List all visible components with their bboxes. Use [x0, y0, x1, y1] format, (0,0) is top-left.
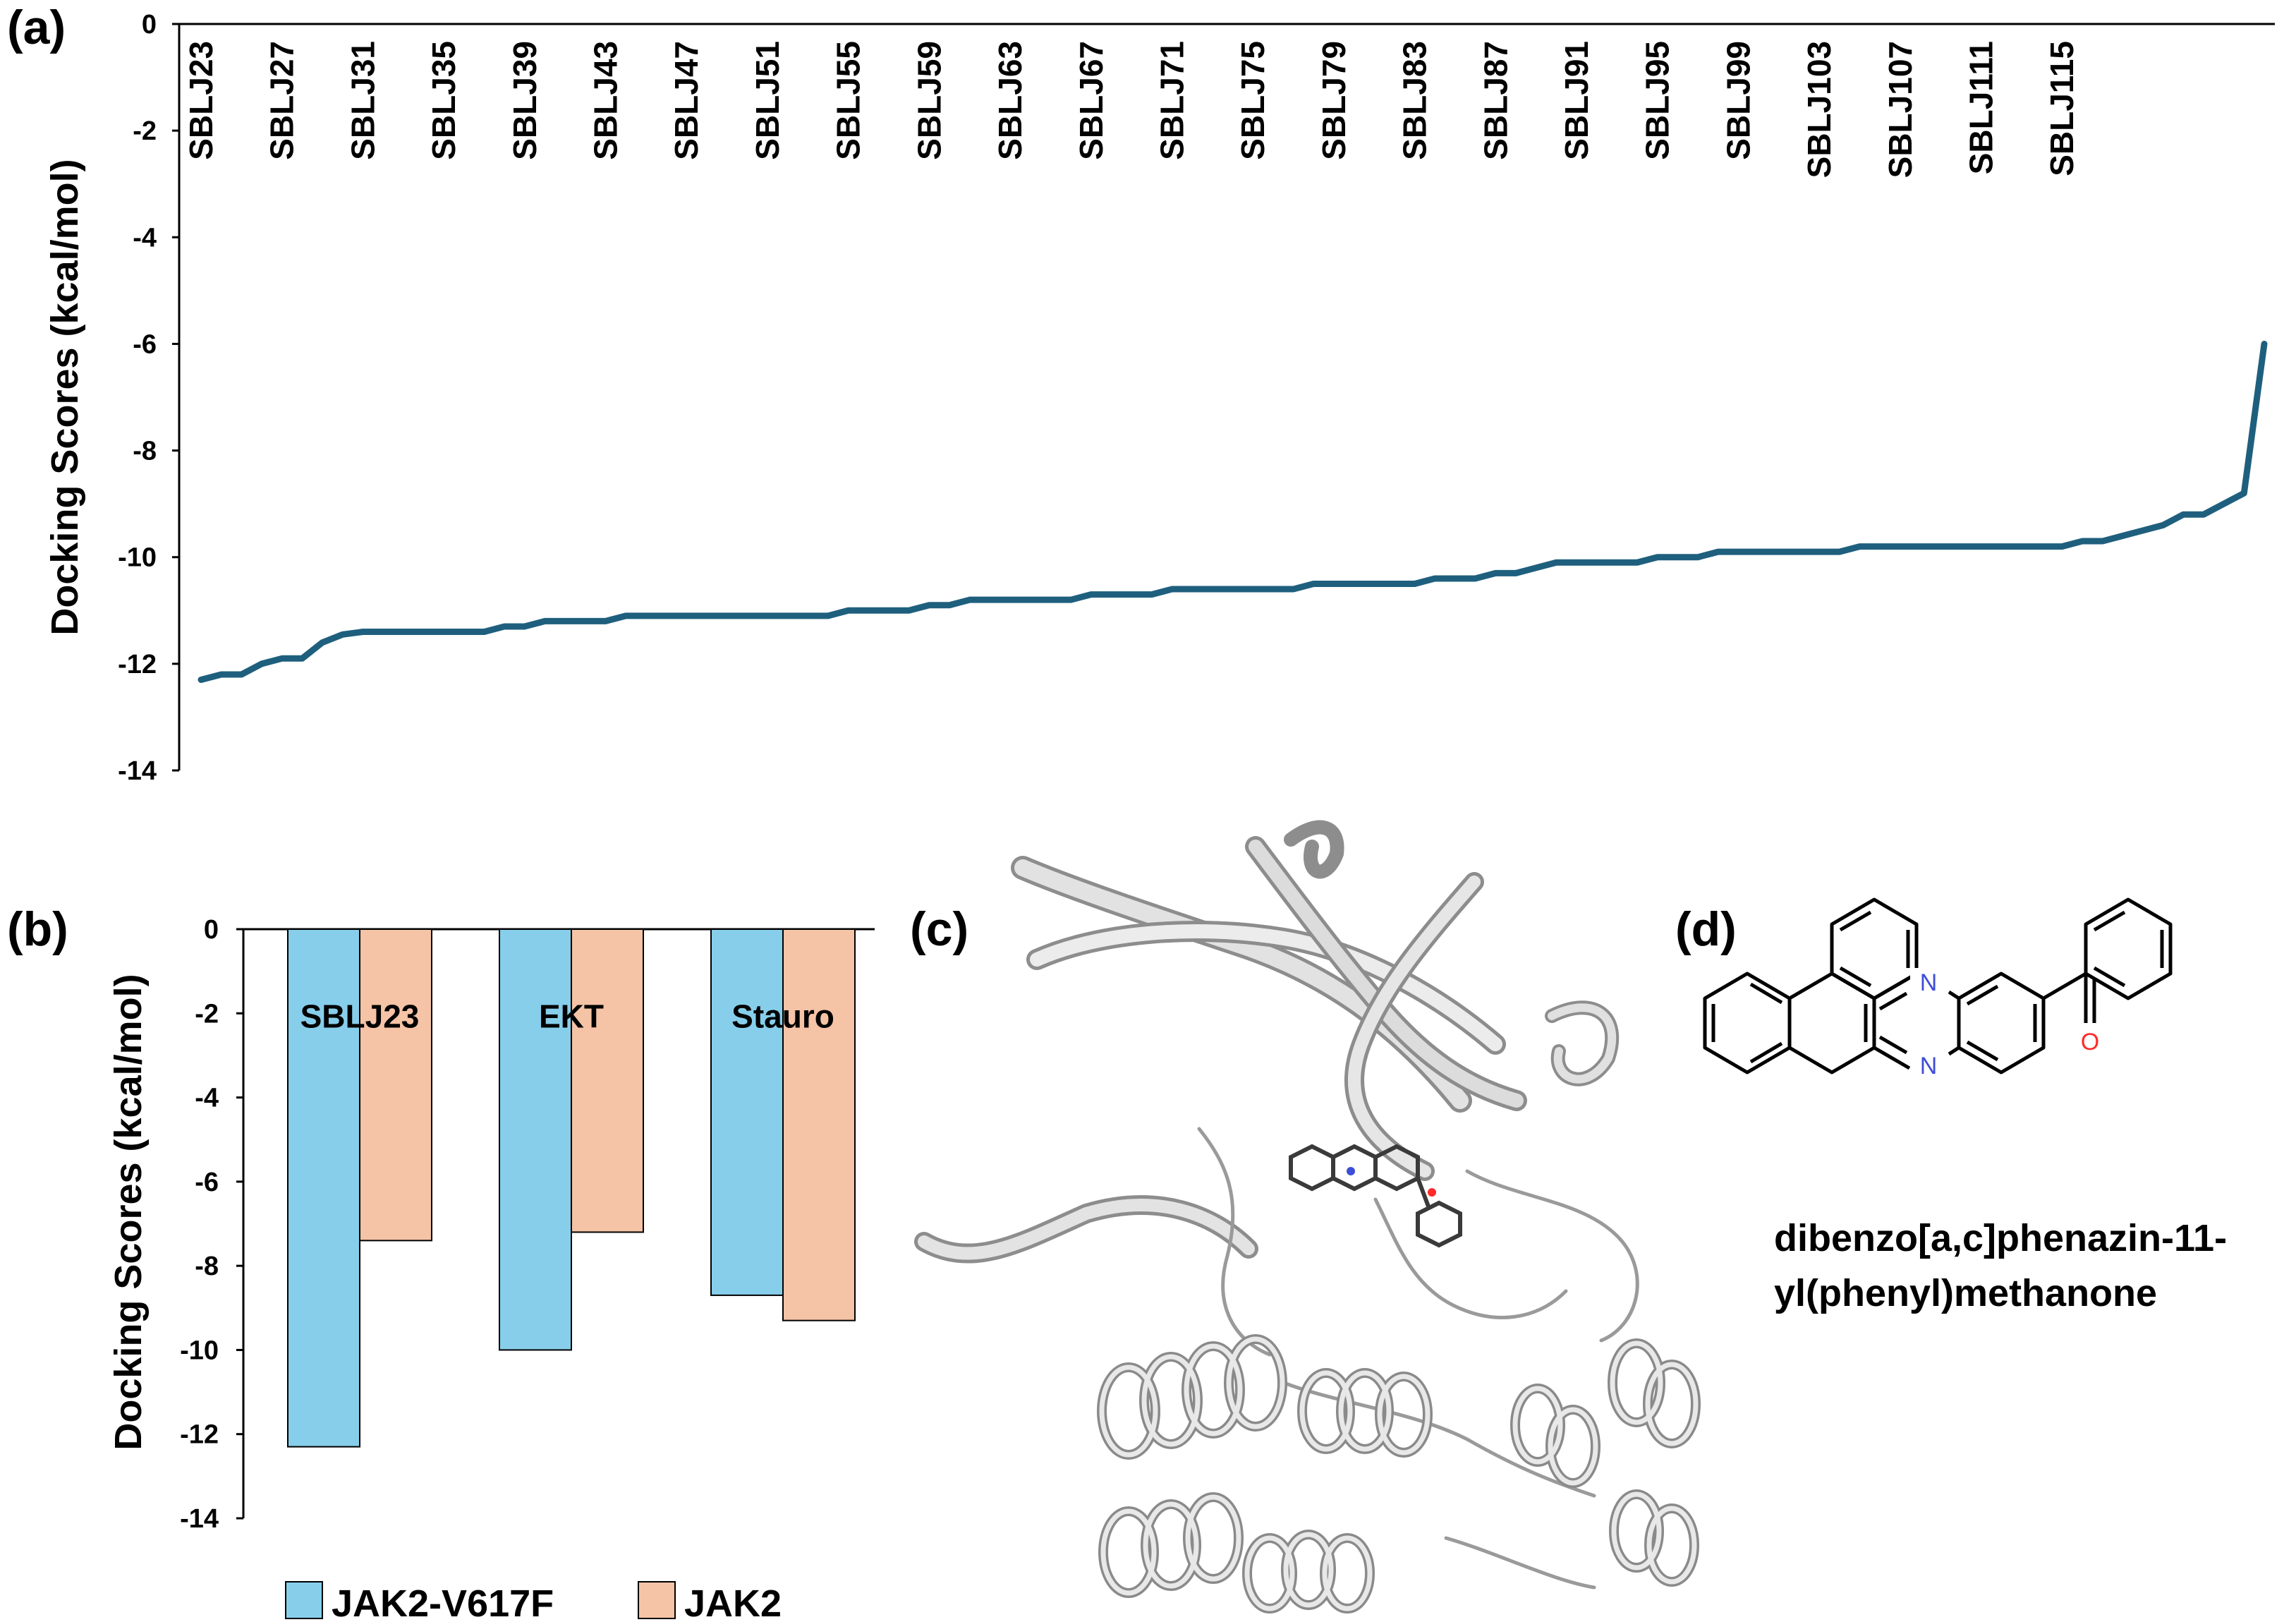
panel-b-bar-chart: (b) 0 -2 -4 -6 -8 -10 -12 -14 SBLJ23 EKT Stauro D… — [7, 902, 875, 1622]
bar-jak2-v617f-ekt — [499, 928, 572, 1351]
bar-jak2-ekt — [571, 928, 644, 1233]
panel-b-category-labels: SBLJ23 EKT Stauro — [300, 998, 834, 1034]
panel-a-x-tick-label: SBLJ79 — [1316, 41, 1352, 160]
panel-b-y-tick-label: -6 — [195, 1168, 219, 1197]
panel-a-y-tick-label: -6 — [133, 329, 157, 359]
panel-a-x-tick-label: SBLJ43 — [588, 41, 624, 160]
atom-label-n1: N — [1920, 969, 1938, 996]
compound-name-line-2: yl(phenyl)methanone — [1774, 1272, 2157, 1314]
panel-a-x-tick-label: SBLJ55 — [830, 41, 867, 160]
panel-a-x-tick-label: SBLJ23 — [183, 41, 219, 160]
panel-b-y-tick-label: 0 — [204, 915, 219, 945]
panel-b-y-tick-label: -4 — [195, 1084, 219, 1113]
panel-a-y-tick-label: -10 — [118, 543, 157, 573]
panel-a-x-tick-label: SBLJ31 — [344, 41, 381, 160]
panel-d-label: (d) — [1675, 902, 1737, 956]
panel-a-y-ticks: 0 -2 -4 -6 -8 -10 -12 -14 — [118, 10, 179, 786]
panel-a-x-tick-label: SBLJ67 — [1073, 41, 1110, 160]
molecule-skeleton — [1703, 897, 2173, 1075]
panel-b-y-tick-label: -14 — [180, 1504, 219, 1534]
panel-b-legend: JAK2-V617F JAK2 — [285, 1581, 782, 1622]
panel-d-chemical-structure: (d) — [1675, 897, 2227, 1314]
panel-a-y-tick-label: -8 — [133, 437, 157, 466]
panel-a-x-tick-label: SBLJ107 — [1882, 41, 1919, 178]
panel-a-x-tick-label: SBLJ59 — [911, 41, 947, 160]
legend-swatch-jak2-v617f — [285, 1581, 323, 1619]
panel-b-label: (b) — [7, 902, 68, 956]
bar-jak2-sblj23 — [359, 928, 432, 1242]
panel-a-x-tick-label: SBLJ91 — [1558, 41, 1595, 160]
panel-a-y-tick-label: -2 — [133, 116, 157, 146]
bound-ligand-image — [1289, 1144, 1462, 1248]
panel-b-category-label: SBLJ23 — [300, 998, 420, 1034]
panel-a-x-tick-label: SBLJ111 — [1963, 41, 2000, 174]
panel-b-y-tick-label: -2 — [195, 999, 219, 1029]
n2-mask — [1910, 1051, 1947, 1081]
panel-b-y-tick-label: -12 — [180, 1420, 219, 1450]
panel-a-line-chart: (a) 0 -2 -4 -6 -8 -10 -12 -14 SBLJ23 SBLJ27 SBLJ3… — [7, 1, 2275, 786]
panel-a-x-tick-label: SBLJ75 — [1234, 41, 1271, 160]
panel-a-y-tick-label: -12 — [118, 650, 157, 679]
panel-a-x-tick-label: SBLJ47 — [668, 41, 705, 160]
panel-a-y-axis-title: Docking Scores (kcal/mol) — [44, 159, 86, 635]
panel-b-y-tick-label: -10 — [180, 1336, 219, 1365]
bar-jak2-v617f-stauro — [710, 928, 784, 1296]
panel-a-x-tick-label: SBLJ63 — [992, 41, 1028, 160]
panel-a-y-tick-label: 0 — [142, 10, 157, 40]
protein-ribbon-image — [914, 820, 1701, 1614]
panel-b-y-axis-title: Docking Scores (kcal/mol) — [107, 974, 150, 1450]
panel-a-x-tick-label: SBLJ99 — [1720, 41, 1756, 160]
panel-b-category-label: EKT — [539, 998, 604, 1034]
panel-b-bars — [287, 928, 856, 1448]
panel-a-x-tick-labels: SBLJ23 SBLJ27 SBLJ31 SBLJ35 SBLJ39 SBLJ43 SBLJ… — [183, 41, 2080, 178]
panel-b-y-ticks: 0 -2 -4 -6 -8 -10 -12 -14 — [180, 915, 243, 1534]
panel-a-x-tick-label: SBLJ27 — [264, 41, 300, 160]
legend-label-jak2-v617f: JAK2-V617F — [332, 1582, 554, 1622]
bar-jak2-stauro — [782, 928, 856, 1321]
legend-label-jak2: JAK2 — [684, 1582, 782, 1622]
bar-jak2-v617f-sblj23 — [287, 928, 360, 1448]
panel-a-x-tick-label: SBLJ103 — [1801, 41, 1838, 178]
panel-a-x-tick-label: SBLJ71 — [1153, 41, 1190, 160]
panel-b-y-tick-label: -8 — [195, 1252, 219, 1281]
compound-name-line-1: dibenzo[a,c]phenazin-11- — [1774, 1217, 2227, 1259]
atom-label-o: O — [2081, 1029, 2099, 1055]
panel-c-label: (c) — [910, 902, 968, 956]
panel-a-x-tick-label: SBLJ87 — [1477, 41, 1514, 160]
legend-swatch-jak2 — [638, 1581, 676, 1619]
panel-b-category-label: Stauro — [731, 998, 834, 1034]
panel-a-label: (a) — [7, 1, 66, 54]
panel-a-y-tick-label: -14 — [118, 756, 157, 786]
panel-a-y-tick-label: -4 — [133, 223, 157, 253]
panel-a-x-tick-label: SBLJ51 — [749, 41, 786, 160]
panel-a-series-line — [198, 340, 2268, 684]
panel-a-x-tick-label: SBLJ83 — [1397, 41, 1433, 160]
panel-a-x-tick-label: SBLJ95 — [1639, 41, 1676, 160]
panel-c-protein-structure: (c) — [910, 820, 1701, 1614]
panel-a-x-tick-label: SBLJ35 — [425, 41, 462, 160]
n1-mask — [1910, 968, 1947, 998]
atom-label-n2: N — [1920, 1053, 1938, 1079]
panel-a-x-tick-label: SBLJ115 — [2043, 41, 2080, 176]
panel-a-x-tick-label: SBLJ39 — [506, 41, 543, 160]
